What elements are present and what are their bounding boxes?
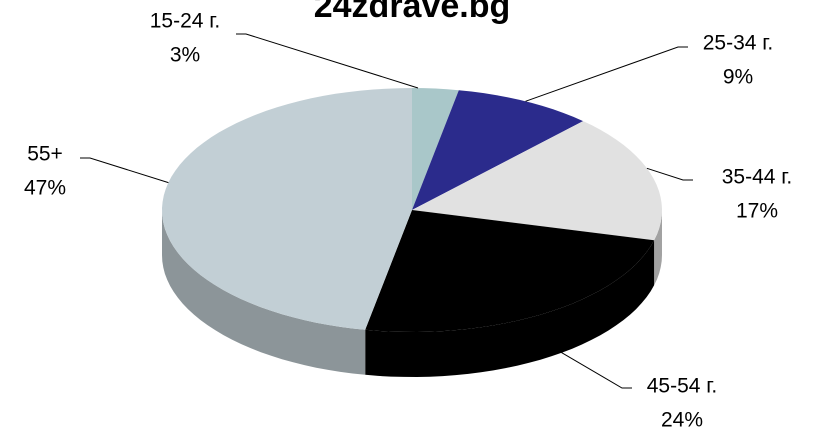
leader-line <box>80 157 169 184</box>
value-label: 3% <box>170 44 200 67</box>
value-label: 17% <box>736 200 778 223</box>
slice <box>412 90 584 210</box>
slice-side <box>365 240 655 377</box>
slice-label: 25-34 г. <box>703 32 773 55</box>
leader-line <box>236 33 419 89</box>
chart-title: 24zdrave.bg <box>314 0 511 25</box>
slice-side <box>654 210 662 286</box>
slice-label: 35-44 г. <box>722 166 792 189</box>
leader-line <box>525 46 688 102</box>
slice <box>365 210 655 332</box>
value-label: 47% <box>24 177 66 200</box>
slice-label: 15-24 г. <box>150 10 220 33</box>
slice-side <box>162 210 366 375</box>
slice <box>412 88 459 210</box>
value-label: 24% <box>661 409 703 432</box>
leader-line <box>536 337 632 389</box>
leader-line <box>646 167 693 181</box>
slice-label: 55+ <box>27 143 63 166</box>
slice <box>412 121 662 241</box>
slice-label: 45-54 г. <box>647 375 717 398</box>
slice <box>162 88 412 330</box>
value-label: 9% <box>723 66 753 89</box>
